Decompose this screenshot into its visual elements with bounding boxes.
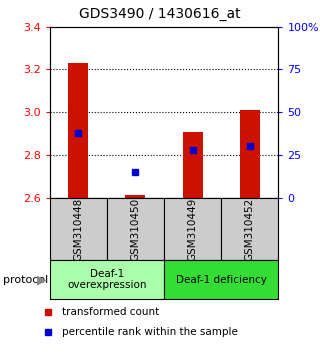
Text: Deaf-1
overexpression: Deaf-1 overexpression [67, 269, 147, 291]
Text: GSM310448: GSM310448 [73, 198, 83, 261]
Bar [50, 198, 107, 260]
Text: percentile rank within the sample: percentile rank within the sample [62, 327, 238, 337]
Bar [50, 260, 164, 299]
Bar [221, 198, 278, 260]
Bar [164, 198, 221, 260]
Bar [68, 63, 88, 198]
Text: transformed count: transformed count [62, 307, 159, 318]
Bar [240, 110, 260, 198]
Text: Deaf-1 deficiency: Deaf-1 deficiency [176, 275, 267, 285]
Text: ▶: ▶ [37, 273, 46, 286]
Bar [183, 132, 203, 198]
Text: protocol: protocol [3, 275, 48, 285]
Text: GSM310450: GSM310450 [131, 198, 140, 261]
Bar [107, 198, 164, 260]
Bar [164, 260, 278, 299]
Bar [125, 195, 145, 198]
Text: GDS3490 / 1430616_at: GDS3490 / 1430616_at [79, 7, 241, 21]
Text: GSM310449: GSM310449 [188, 198, 198, 261]
Text: GSM310452: GSM310452 [245, 198, 255, 261]
